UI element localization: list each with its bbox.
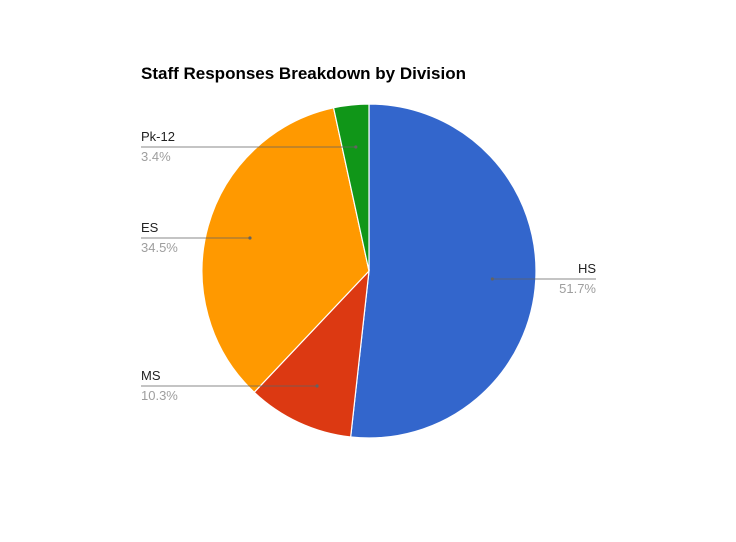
pie-slice-es[interactable] xyxy=(201,107,370,394)
leader-dot-es xyxy=(248,236,252,240)
leader-dot-pk-12 xyxy=(354,145,358,149)
slice-label-ms: MS xyxy=(141,368,161,383)
pie-slice-hs[interactable] xyxy=(349,103,537,439)
slice-percent-hs: 51.7% xyxy=(559,281,596,296)
slice-percent-ms: 10.3% xyxy=(141,388,178,403)
pie-slice-ms[interactable] xyxy=(253,269,370,438)
leader-dot-ms xyxy=(315,384,319,388)
pie-slice-pk-12[interactable] xyxy=(332,103,370,272)
leader-dot-hs xyxy=(490,277,494,281)
slice-label-hs: HS xyxy=(578,261,596,276)
pie-labels: HS 51.7% MS 10.3% ES 34.5% Pk-12 3.4% xyxy=(141,129,596,403)
pie-slices xyxy=(201,103,537,439)
slice-percent-pk-12: 3.4% xyxy=(141,149,171,164)
chart-title: Staff Responses Breakdown by Division xyxy=(141,64,466,83)
slice-label-pk-12: Pk-12 xyxy=(141,129,175,144)
slice-percent-es: 34.5% xyxy=(141,240,178,255)
slice-label-es: ES xyxy=(141,220,159,235)
